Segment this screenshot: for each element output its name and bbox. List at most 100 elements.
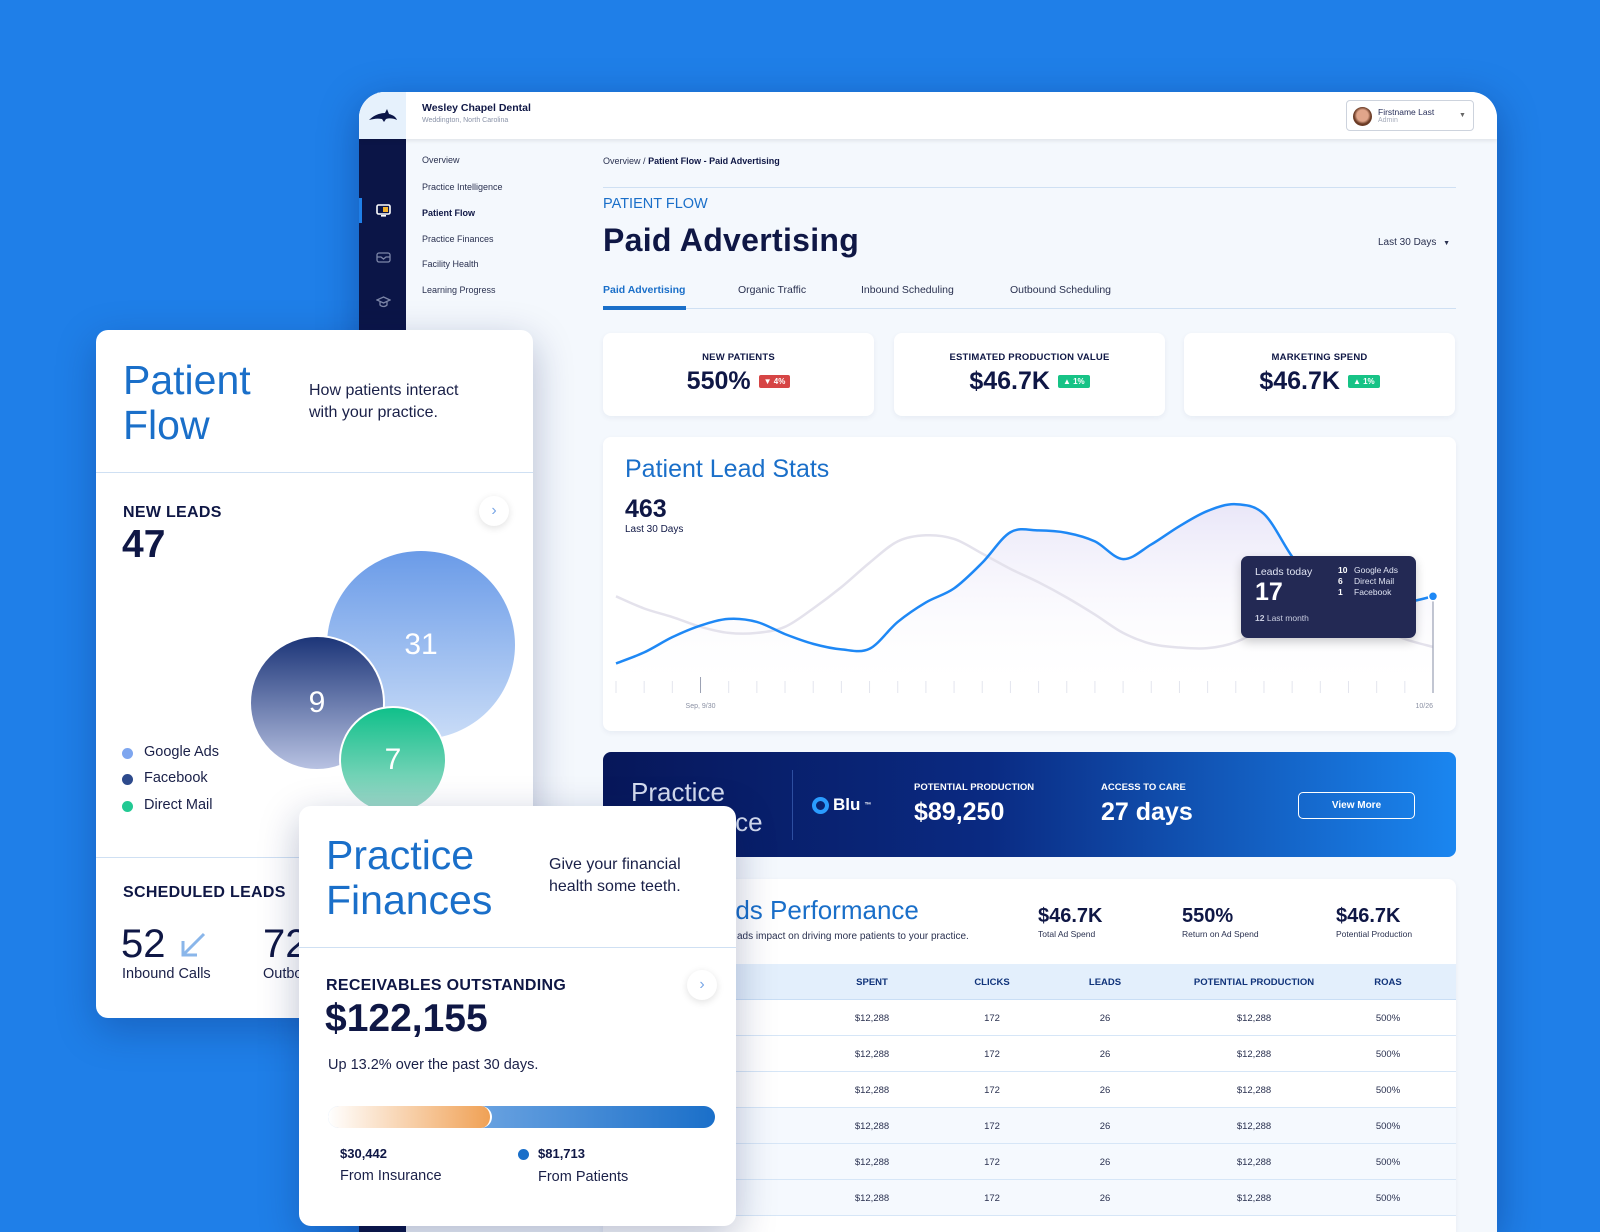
user-role: Admin <box>1378 117 1398 124</box>
column-header[interactable]: POTENTIAL PRODUCTION <box>1193 977 1315 988</box>
insurance-value: $30,442 <box>340 1146 387 1161</box>
nav-item-practice-intelligence[interactable]: Practice Intelligence <box>422 182 503 192</box>
nav-item-learning-progress[interactable]: Learning Progress <box>422 285 496 295</box>
patient-lead-stats-card: Sep, 9/30 10/26 Patient Lead Stats 463 La… <box>603 437 1456 731</box>
table-cell: 26 <box>1099 1013 1111 1024</box>
blu-ring-icon <box>812 796 829 814</box>
kpi-value: $46.7K <box>969 367 1050 395</box>
column-header[interactable]: ROAS <box>1374 977 1402 988</box>
table-cell: 500% <box>1375 1013 1401 1024</box>
nav-item-overview[interactable]: Overview <box>422 155 460 165</box>
arrow-down-left-icon <box>178 930 208 965</box>
table-cell: 172 <box>984 1193 1000 1204</box>
tab-outbound-scheduling[interactable]: Outbound Scheduling <box>1010 284 1111 296</box>
legend-dot-facebook <box>122 774 133 785</box>
breadcrumb-current: Patient Flow - Paid Advertising <box>648 156 780 166</box>
stat-value: $46.7K <box>1336 905 1401 927</box>
chevron-right-button[interactable]: › <box>687 970 717 1000</box>
kpi-delta: 4% <box>773 377 786 386</box>
tooltip-label: Leads today <box>1255 566 1313 578</box>
kpi-delta-badge: ▲ 1% <box>1057 375 1090 388</box>
nav-item-patient-flow[interactable]: Patient Flow <box>422 208 476 218</box>
inbox-icon[interactable] <box>374 248 392 264</box>
chevron-right-button[interactable]: › <box>479 496 509 526</box>
chevron-down-icon: ▼ <box>1459 112 1466 119</box>
table-row[interactable]: $12,288 172 26 $12,288 500% <box>603 1036 1456 1072</box>
tab-inbound-scheduling[interactable]: Inbound Scheduling <box>861 284 954 296</box>
tooltip-value: 17 <box>1255 578 1283 606</box>
patients-label: From Patients <box>538 1169 629 1185</box>
table-cell: $12,288 <box>854 1085 890 1096</box>
source: Facebook <box>1354 587 1392 597</box>
breadcrumb-separator: / <box>643 156 646 166</box>
table-cell: 172 <box>984 1121 1000 1132</box>
bubble-direct-mail: 7 <box>339 706 447 814</box>
table-row[interactable]: $12,288 172 26 $12,288 500% <box>603 1072 1456 1108</box>
table-row[interactable]: $12,288 172 26 $12,288 500% <box>603 1000 1456 1036</box>
user-name: Firstname Last <box>1378 107 1435 117</box>
x-tick-label: 10/26 <box>1415 703 1433 710</box>
table-cell: 500% <box>1375 1193 1401 1204</box>
divider <box>96 472 533 473</box>
table-cell: 172 <box>984 1157 1000 1168</box>
trend-text: Up 13.2% over the past 30 days. <box>328 1057 539 1073</box>
kpi-value: $46.7K <box>1259 367 1340 395</box>
view-more-button[interactable]: View More <box>1298 792 1415 819</box>
dashboard-icon[interactable] <box>374 202 392 218</box>
table-cell: $12,288 <box>854 1121 890 1132</box>
stat-value: 27 days <box>1101 798 1193 826</box>
table-cell: 172 <box>984 1049 1000 1060</box>
top-header: Wesley Chapel Dental Weddington, North C… <box>359 92 1497 139</box>
kpi-card-estimated-production: ESTIMATED PRODUCTION VALUE $46.7K ▲ 1% <box>894 333 1165 416</box>
practice-location: Weddington, North Carolina <box>422 117 509 124</box>
active-indicator <box>359 198 362 223</box>
legend-dot-google-ads <box>122 748 133 759</box>
receivables-label: RECEIVABLES OUTSTANDING <box>326 977 567 994</box>
column-header[interactable]: CLICKS <box>974 977 1010 988</box>
card-title: Patient Flow <box>123 358 251 448</box>
desc-line: Give your financial <box>549 856 681 873</box>
practice-finances-card: Practice Finances Give your financial heal… <box>299 806 736 1226</box>
tooltip-last-month: 12 Last month <box>1255 613 1309 623</box>
user-menu-dropdown[interactable]: Firstname Last Admin ▼ <box>1346 100 1474 131</box>
legend-dot-direct-mail <box>122 801 133 812</box>
card-description: Give your financial health some teeth. <box>549 854 681 898</box>
table-cell: $12,288 <box>854 1157 890 1168</box>
breadcrumb-root[interactable]: Overview <box>603 156 641 166</box>
desc-line: health some teeth. <box>549 878 681 895</box>
kpi-delta-badge: ▲ 1% <box>1347 375 1380 388</box>
date-range-dropdown[interactable]: Last 30 Days ▼ <box>1378 237 1450 248</box>
table-cell: 172 <box>984 1085 1000 1096</box>
stat-value: 550% <box>1182 905 1234 927</box>
caret-down-icon: ▼ <box>763 377 774 386</box>
table-row[interactable]: $12,288 172 26 $12,288 500% <box>603 1144 1456 1180</box>
table-cell: $12,288 <box>854 1193 890 1204</box>
caret-up-icon: ▲ <box>1352 377 1364 386</box>
stat-label: Return on Ad Spend <box>1182 929 1259 939</box>
table-cell: $12,288 <box>1236 1049 1272 1060</box>
tab-organic-traffic[interactable]: Organic Traffic <box>738 284 807 296</box>
orca-logo-icon[interactable] <box>359 92 406 139</box>
page-title: Paid Advertising <box>603 222 860 258</box>
column-header[interactable]: LEADS <box>1088 977 1122 988</box>
legend-google-ads: Google Ads <box>144 744 219 760</box>
graduation-cap-icon[interactable] <box>374 293 392 309</box>
scheduled-leads-label: SCHEDULED LEADS <box>123 884 286 901</box>
new-leads-value: 47 <box>122 523 166 566</box>
table-row[interactable]: $12,288 172 26 $12,288 500% <box>603 1108 1456 1144</box>
legend-facebook: Facebook <box>144 770 208 786</box>
stat-label: POTENTIAL PRODUCTION <box>914 782 1035 793</box>
divider <box>792 770 793 840</box>
highlight-point[interactable] <box>1427 591 1439 602</box>
active-tab-underline <box>603 306 686 310</box>
nav-item-practice-finances[interactable]: Practice Finances <box>422 234 494 244</box>
stat-label: Potential Production <box>1336 929 1413 939</box>
leads-total: 463 <box>625 495 667 523</box>
tab-paid-advertising[interactable]: Paid Advertising <box>603 284 686 296</box>
table-cell: 500% <box>1375 1157 1401 1168</box>
inbound-calls-value: 52 <box>121 922 166 966</box>
new-leads-label: NEW LEADS <box>123 504 222 521</box>
table-cell: 26 <box>1099 1085 1111 1096</box>
nav-item-facility-health[interactable]: Facility Health <box>422 259 479 269</box>
column-header[interactable]: SPENT <box>856 977 888 988</box>
